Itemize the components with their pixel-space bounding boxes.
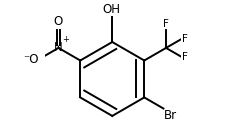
Text: O: O — [54, 15, 63, 28]
Text: F: F — [181, 34, 187, 44]
Text: +: + — [62, 35, 69, 44]
Text: ⁻O: ⁻O — [23, 53, 38, 66]
Text: Br: Br — [164, 109, 177, 122]
Text: F: F — [181, 52, 187, 62]
Text: OH: OH — [102, 3, 120, 16]
Text: N: N — [54, 41, 63, 54]
Text: F: F — [162, 19, 168, 29]
